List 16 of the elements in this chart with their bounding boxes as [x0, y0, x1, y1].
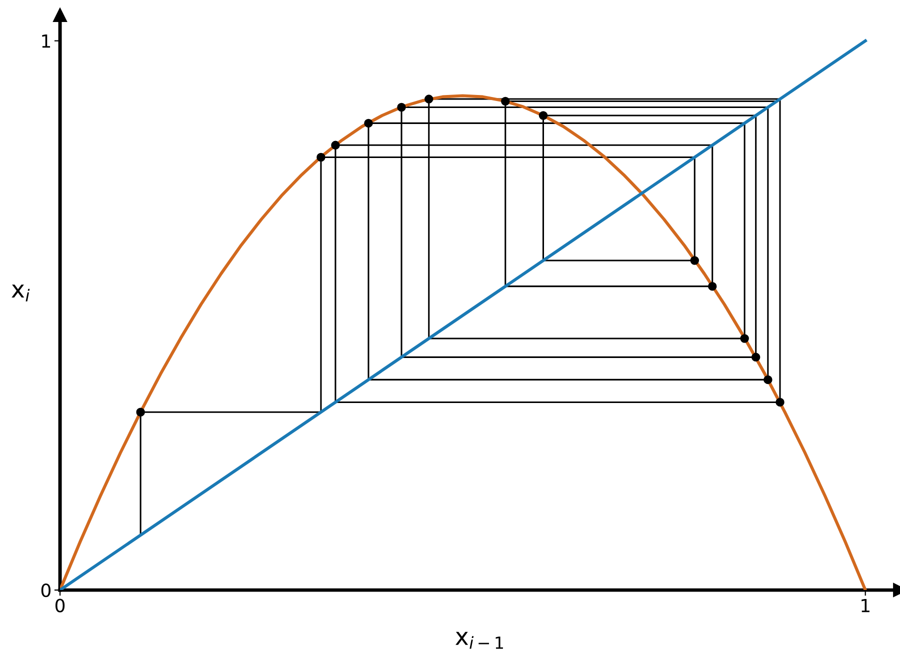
- point: [764, 375, 772, 384]
- point: [708, 282, 717, 291]
- y-axis-title: x$_{i}$: [12, 284, 30, 302]
- point: [364, 118, 373, 128]
- point: [690, 256, 700, 265]
- point: [397, 102, 406, 112]
- point: [740, 334, 749, 343]
- x-axis-title: x$_{i−1}$: [456, 632, 503, 649]
- point: [331, 140, 340, 150]
- point: [424, 94, 434, 104]
- point: [316, 152, 326, 162]
- point: [538, 111, 548, 120]
- point: [136, 408, 145, 416]
- point: [776, 398, 784, 407]
- point: [501, 96, 510, 106]
- point: [751, 352, 760, 362]
